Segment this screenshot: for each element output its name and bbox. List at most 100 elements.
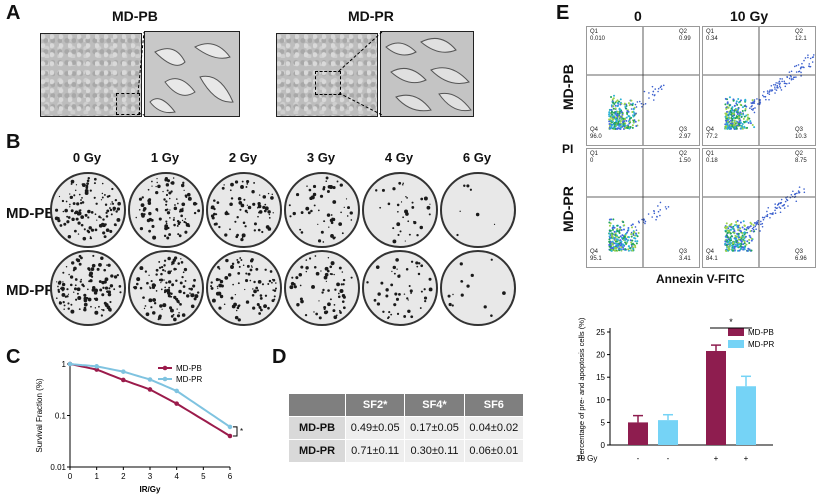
colony-dish-1-2: [206, 250, 282, 326]
data-point-MD-PB: [174, 401, 179, 406]
data-point-MD-PR: [121, 369, 126, 374]
legend-swatch-MD-PB: [728, 328, 744, 336]
flow-ylabel: PI: [562, 142, 574, 156]
y-tick-label: 10: [596, 396, 605, 405]
micrograph-pb-zoom: [144, 31, 240, 117]
x-tick-label: 1: [94, 472, 99, 481]
panel-label-c: C: [6, 346, 21, 368]
sf-table: SF2* SF4* SF6 MD-PB 0.49±0.05 0.17±0.05 …: [288, 393, 525, 463]
flow-xlabel: Annexin V-FITC: [656, 272, 745, 286]
data-point-MD-PB: [121, 377, 126, 383]
quadrant-label-q1: Q1 0: [590, 151, 598, 165]
sf-table-header-row: SF2* SF4* SF6: [288, 393, 525, 417]
dose-label-2: 2 Gy: [228, 150, 258, 165]
y-tick-label: 1: [62, 360, 67, 369]
colony-dots: [55, 254, 122, 317]
row-label-pr: MD-PR: [6, 282, 56, 299]
quadrant-name: Q1: [706, 151, 715, 157]
zoom-box-pr: [315, 71, 341, 95]
bar-MD-PB-0: [628, 422, 648, 445]
data-point-MD-PB: [94, 367, 99, 372]
data-point-MD-PR: [67, 361, 73, 367]
quadrant-value: 3.41: [679, 256, 691, 262]
significance-bracket: [233, 426, 238, 437]
colony-dish-1-1: [128, 250, 204, 326]
panel-label-a: A: [6, 2, 21, 24]
quadrant-name: Q3: [795, 127, 804, 133]
colony-dots: [456, 184, 496, 237]
bar-MD-PR-1: [736, 386, 756, 445]
cell-shapes-pr: [385, 37, 472, 112]
y-tick-label: 5: [601, 418, 606, 427]
panel-label-b: B: [6, 131, 21, 153]
colony-dish-0-1: [128, 172, 204, 248]
y-tick-label: 0: [601, 441, 606, 450]
condition-label: -: [637, 454, 640, 463]
colony-dish-0-4: [362, 172, 438, 248]
flow-scatter: [587, 149, 699, 267]
sf-row-label-pr: MD-PR: [288, 439, 346, 463]
dose-label-1: 1 Gy: [150, 150, 180, 165]
quadrant-label-q2: Q2 0.99: [679, 29, 691, 43]
condition-row-label: 10 Gy: [576, 454, 597, 463]
legend-label-MD-PB: MD-PB: [748, 328, 774, 337]
data-point-MD-PR: [174, 388, 179, 394]
condition-label: +: [714, 454, 719, 463]
quadrant-value: 1.50: [679, 158, 691, 164]
zoom-lines-pb: [137, 31, 145, 116]
colony-dish-0-2: [206, 172, 282, 248]
x-tick-label: 5: [201, 472, 206, 481]
quadrant-value: 95.1: [590, 256, 602, 262]
quadrant-name: Q3: [795, 249, 804, 255]
quadrant-name: Q2: [795, 29, 804, 35]
x-tick-label: 2: [121, 472, 126, 481]
micrograph-pr-zoom: [380, 31, 474, 117]
flow-plot-0-1: Q1 0.34 Q2 12.1 Q4 77.2 Q3 10.3: [702, 26, 818, 146]
dose-label-4: 4 Gy: [384, 150, 414, 165]
flow-plot-1-0: Q1 0 Q2 1.50 Q4 95.1 Q3 3.41: [586, 148, 700, 268]
quadrant-label-q2: Q2 1.50: [679, 151, 691, 165]
quadrant-label-q1: Q1 0.18: [706, 151, 718, 165]
micrograph-pb-overview: [40, 33, 142, 117]
y-tick-label: 0.1: [55, 412, 67, 421]
flow-row-title-pr: MD-PR: [560, 186, 576, 232]
y-tick-label: 0.01: [50, 463, 66, 472]
x-tick-label: 0: [68, 472, 73, 481]
quadrant-value: 77.2: [706, 134, 718, 140]
significance-star: *: [240, 427, 243, 436]
quadrant-label-q1: Q1 0.34: [706, 29, 718, 43]
y-tick-label: 15: [596, 373, 605, 382]
sf-row-label-pb: MD-PB: [288, 416, 346, 440]
colony-dots: [54, 177, 121, 241]
sf-header-sf4: SF4*: [404, 393, 465, 417]
micrograph-pr-overview: [276, 33, 378, 117]
flow-col-title-0: 0: [634, 8, 642, 24]
quadrant-value: 0.010: [590, 36, 606, 42]
quadrant-value: 8.75: [795, 158, 807, 164]
y-axis-label: Survival Fraction (%): [35, 378, 44, 453]
colony-dish-1-3: [284, 250, 360, 326]
sf-pr-sf6: 0.06±0.01: [463, 439, 525, 463]
quadrant-value: 96.0: [590, 134, 602, 140]
quadrant-name: Q4: [590, 127, 599, 133]
legend-label-MD-PR: MD-PR: [176, 375, 202, 384]
flow-scatter: [703, 27, 818, 145]
dose-label-0: 0 Gy: [72, 150, 102, 165]
sf-pr-sf2: 0.71±0.11: [344, 439, 406, 463]
significance-star: *: [729, 317, 733, 327]
survival-chart: 0 1 2 3 4 5 6 1 0.1 0.01 IR/Gy Survival Fraction (%…: [35, 360, 243, 494]
colony-dots: [366, 258, 433, 320]
data-point-MD-PR: [147, 377, 153, 382]
x-tick-label: 6: [228, 472, 233, 481]
panel-a-right-title: MD-PR: [348, 8, 394, 24]
quadrant-value: 2.97: [679, 134, 691, 140]
cell-shapes-pb: [149, 43, 234, 113]
quadrant-name: Q4: [706, 249, 715, 255]
flow-scatter: [587, 27, 699, 145]
colony-dish-0-0: [50, 172, 126, 248]
quadrant-label-q3: Q3 2.97: [679, 127, 691, 141]
y-tick-label: 25: [596, 328, 605, 337]
x-tick-label: 4: [174, 472, 179, 481]
x-axis-label: IR/Gy: [140, 485, 161, 494]
panel-a-left-title: MD-PB: [112, 8, 158, 24]
